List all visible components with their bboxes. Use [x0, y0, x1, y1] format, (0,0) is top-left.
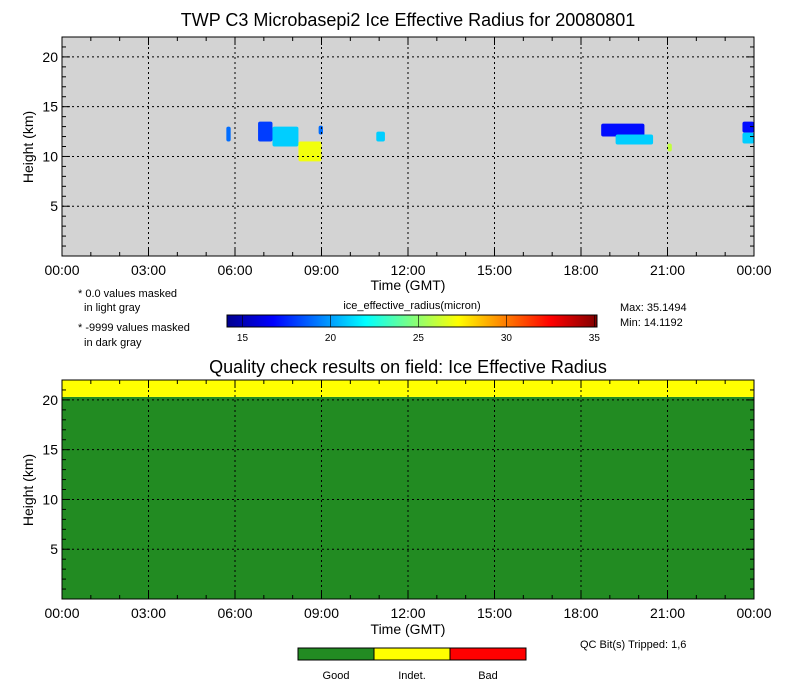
top-chart-title: TWP C3 Microbasepi2 Ice Effective Radius…	[181, 10, 636, 30]
colorbar-tick-label: 30	[501, 333, 513, 344]
bottom-x-tick-label: 15:00	[477, 605, 512, 621]
note-missing-masked: * -9999 values masked	[78, 322, 190, 334]
bottom-y-tick-label: 5	[50, 541, 58, 557]
bottom-x-tick-label: 00:00	[736, 605, 771, 621]
top-x-tick-label: 03:00	[131, 262, 166, 278]
qc-legend-swatch-good	[297, 647, 375, 661]
top-x-axis-label: Time (GMT)	[371, 277, 446, 293]
bottom-x-tick-label: 06:00	[217, 605, 252, 621]
bottom-x-axis-label: Time (GMT)	[371, 621, 446, 637]
max-value-label: Max: 35.1494	[620, 302, 687, 314]
colorbar-tick-label: 20	[325, 333, 337, 344]
qc-legend-label: Bad	[478, 670, 498, 682]
cloud-feature	[742, 121, 754, 133]
bottom-x-tick-label: 12:00	[390, 605, 425, 621]
top-y-tick-label: 5	[50, 198, 58, 214]
top-x-tick-label: 00:00	[44, 262, 79, 278]
min-value-label: Min: 14.1192	[620, 317, 683, 329]
bottom-y-tick-label: 20	[42, 392, 58, 408]
bottom-x-tick-labels: 00:00 03:00 06:00 09:00 12:00 15:00 18:00 21:00…	[44, 605, 771, 621]
cloud-feature	[298, 141, 322, 162]
top-grid	[62, 37, 754, 256]
bottom-x-tick-label: 18:00	[563, 605, 598, 621]
top-y-axis-label: Height (km)	[20, 111, 36, 183]
top-x-tick-label: 21:00	[650, 262, 685, 278]
cloud-feature	[742, 132, 754, 144]
top-x-tick-label: 15:00	[477, 262, 512, 278]
note-light-gray: in light gray	[84, 302, 141, 314]
top-x-tick-labels: 00:00 03:00 06:00 09:00 12:00 15:00 18:00 21:00…	[44, 262, 771, 278]
qc-legend-swatch-indet	[373, 647, 451, 661]
qc-legend-label: Indet.	[398, 670, 426, 682]
cloud-feature	[318, 125, 323, 135]
bottom-y-tick-labels: 5 10 15 20	[42, 392, 58, 557]
top-plot-frame	[61, 36, 755, 257]
qc-bits-tripped-label: QC Bit(s) Tripped: 1,6	[580, 639, 686, 651]
cloud-feature	[615, 134, 654, 145]
cloud-feature	[226, 126, 231, 142]
colorbar-label: ice_effective_radius(micron)	[343, 300, 480, 312]
cloud-feature	[601, 123, 645, 137]
cloud-feature	[258, 121, 273, 142]
note-dark-gray: in dark gray	[84, 337, 142, 349]
top-tick-marks	[61, 37, 755, 256]
top-y-tick-labels: 5 10 15 20	[42, 49, 58, 214]
bottom-plot-frame	[61, 379, 755, 600]
bottom-x-tick-label: 21:00	[650, 605, 685, 621]
colorbar-tick-labels: 15 20 25 30 35	[237, 315, 600, 344]
colorbar-tick-label: 15	[237, 333, 249, 344]
top-y-tick-label: 10	[42, 148, 58, 164]
top-x-tick-label: 06:00	[217, 262, 252, 278]
cloud-feature	[376, 131, 385, 142]
colorbar	[226, 314, 598, 328]
bottom-y-axis-label: Height (km)	[20, 454, 36, 526]
bottom-y-tick-label: 10	[42, 491, 58, 507]
bottom-chart-title: Quality check results on field: Ice Effe…	[209, 357, 607, 377]
top-x-tick-label: 12:00	[390, 262, 425, 278]
top-x-tick-label: 18:00	[563, 262, 598, 278]
bottom-x-tick-label: 00:00	[44, 605, 79, 621]
qc-legend-swatch-bad	[449, 647, 527, 661]
cloud-feature	[272, 126, 299, 147]
note-zero-masked: * 0.0 values masked	[78, 288, 177, 300]
bottom-tick-marks	[61, 380, 755, 599]
qc-region-good	[62, 396, 754, 599]
colorbar-tick-label: 35	[589, 333, 601, 344]
qc-legend: Good Indet. Bad	[297, 647, 527, 682]
top-x-tick-label: 09:00	[304, 262, 339, 278]
cloud-feature	[667, 143, 672, 152]
bottom-y-tick-label: 15	[42, 442, 58, 458]
top-y-tick-label: 20	[42, 49, 58, 65]
qc-legend-label: Good	[323, 670, 350, 682]
top-x-tick-label: 00:00	[736, 262, 771, 278]
bottom-x-tick-label: 03:00	[131, 605, 166, 621]
colorbar-tick-label: 25	[413, 333, 425, 344]
bottom-grid	[62, 380, 754, 599]
bottom-x-tick-label: 09:00	[304, 605, 339, 621]
top-y-tick-label: 15	[42, 99, 58, 115]
